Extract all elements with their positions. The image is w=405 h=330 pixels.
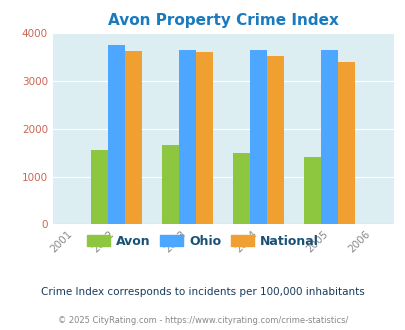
Legend: Avon, Ohio, National: Avon, Ohio, National (82, 230, 323, 253)
Bar (108, 45, 125, 224)
Bar (179, 50, 196, 224)
Text: © 2025 CityRating.com - https://www.cityrating.com/crime-statistics/: © 2025 CityRating.com - https://www.city… (58, 315, 347, 325)
Bar (162, 146, 179, 224)
Title: Avon Property Crime Index: Avon Property Crime Index (108, 13, 338, 28)
Bar (321, 50, 338, 224)
Bar (249, 50, 267, 224)
Bar (91, 150, 108, 224)
Bar (267, 56, 284, 224)
Bar (125, 51, 142, 224)
Bar (233, 152, 250, 224)
Text: Crime Index corresponds to incidents per 100,000 inhabitants: Crime Index corresponds to incidents per… (41, 287, 364, 297)
Bar (338, 62, 355, 224)
Bar (304, 157, 321, 224)
Bar (196, 52, 213, 224)
